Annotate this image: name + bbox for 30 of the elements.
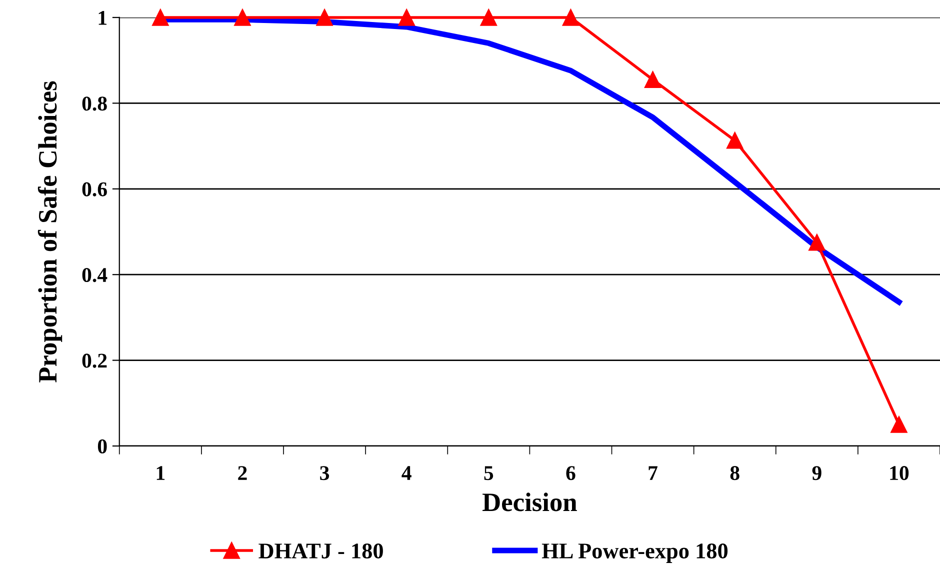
- x-tick-label: 7: [648, 466, 658, 480]
- y-tick-label: 0.8: [82, 96, 107, 111]
- x-tick-label: 4: [402, 466, 412, 480]
- y-tick-label: 1: [98, 10, 106, 25]
- y-tick-label: 0: [98, 439, 107, 454]
- point: [316, 9, 333, 26]
- point: [480, 9, 497, 26]
- x-tick-label: 1: [156, 466, 165, 480]
- point: [726, 132, 744, 149]
- x-tick-label: 9: [812, 466, 822, 480]
- point: [644, 71, 662, 88]
- x-tick-label: 2: [238, 466, 247, 480]
- legend-label: DHATJ - 180: [258, 543, 383, 558]
- y-tick-label: 0.2: [82, 354, 107, 368]
- point: [152, 9, 169, 26]
- y-tick-label: 0.6: [82, 182, 107, 196]
- legend-label: HL Power-expo 180: [542, 543, 728, 563]
- y-tick-label: 0.4: [82, 268, 108, 282]
- x-tick-label: 10: [890, 466, 909, 480]
- x-tick-label: 3: [320, 466, 330, 480]
- x-tick-label: 5: [484, 466, 494, 480]
- point: [562, 9, 580, 26]
- x-axis-title: Decision: [482, 492, 577, 512]
- x-tick-label: 8: [730, 466, 740, 480]
- point: [890, 416, 908, 433]
- point: [398, 9, 415, 26]
- x-tick-label: 6: [566, 466, 576, 480]
- point: [808, 234, 826, 251]
- point: [234, 9, 251, 26]
- y-axis-title: Proportion of Safe Choices: [38, 81, 62, 382]
